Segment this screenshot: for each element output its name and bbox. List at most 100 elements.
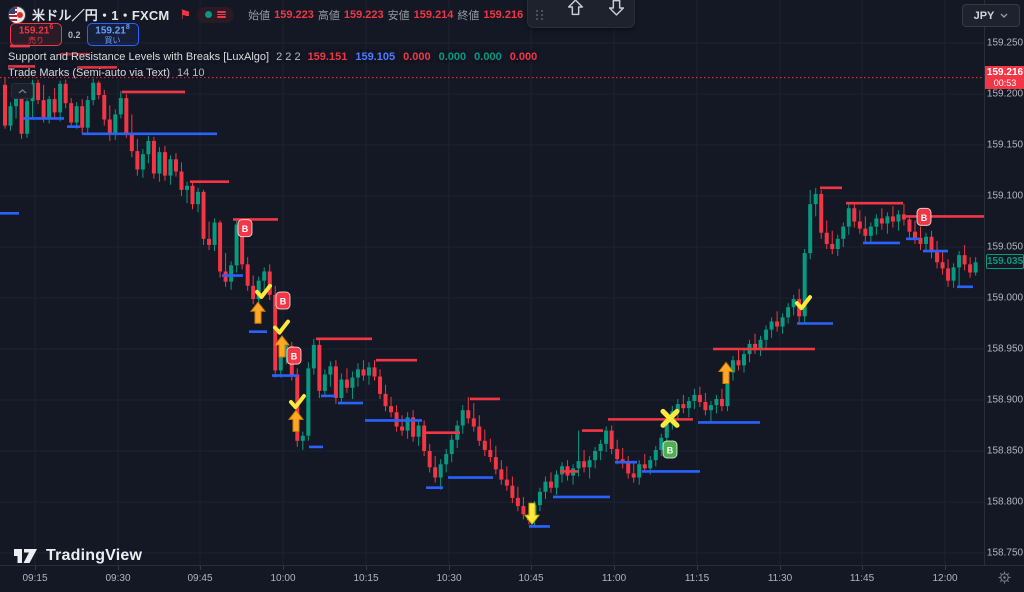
candle-body <box>344 379 349 388</box>
break-badge-label: B <box>242 224 249 234</box>
candle-body <box>433 467 438 478</box>
market-status-pill[interactable] <box>197 6 235 23</box>
candle-body <box>151 140 156 174</box>
candle-body <box>692 394 697 402</box>
candle-body <box>218 222 223 272</box>
candle-body <box>256 280 261 300</box>
sr-indicator-title: Support and Resistance Levels with Break… <box>8 51 270 63</box>
candle-body <box>846 208 851 227</box>
buy-button[interactable]: 159.218 買い <box>86 23 139 46</box>
break-badge-label: B <box>667 445 674 455</box>
candle-body <box>411 417 416 437</box>
watermark-text: TradingView <box>46 547 143 564</box>
time-tick-mark <box>283 566 284 570</box>
candle-body <box>372 367 377 377</box>
flag-marker-icon[interactable]: ⚑ <box>179 6 192 22</box>
price-axis[interactable]: 159.216 00:53 159.035 159.250 159.200 159.… <box>984 0 1024 565</box>
candle-body <box>830 243 835 250</box>
candle-body <box>868 226 873 236</box>
candle-body <box>113 114 118 135</box>
candle-body <box>157 152 162 174</box>
last-price-value: 159.216 <box>986 66 1024 78</box>
candle-body <box>471 418 476 427</box>
buy-arrow-button[interactable] <box>566 0 585 22</box>
candle-body <box>278 356 283 371</box>
candle-body <box>962 255 967 265</box>
legend-trademarks-indicator[interactable]: Trade Marks (Semi-auto via Text) 14 10 <box>8 67 205 79</box>
time-tick-mark <box>614 566 615 570</box>
candle-body <box>957 255 962 268</box>
candle-body <box>852 208 857 222</box>
candle-body <box>604 430 609 444</box>
candle-body <box>135 151 140 170</box>
candle-body <box>212 222 217 245</box>
drag-handle-icon[interactable] <box>536 10 544 20</box>
candle-body <box>466 410 471 419</box>
legend-collapse-button[interactable] <box>11 83 33 99</box>
candle-body <box>835 238 840 250</box>
candle-body <box>306 368 311 436</box>
candle-body <box>300 435 305 441</box>
candle-body <box>664 423 669 438</box>
candle-body <box>879 218 884 224</box>
buy-label: 買い <box>104 36 121 46</box>
time-tick-mark <box>531 566 532 570</box>
candle-body <box>736 360 741 366</box>
candle-body <box>537 491 542 506</box>
candle-body <box>642 464 647 469</box>
symbol-title[interactable]: 米ドル／円・1・FXCM <box>32 8 170 23</box>
time-tick-mark <box>366 566 367 570</box>
candle-body <box>802 253 807 317</box>
break-badge <box>662 440 678 459</box>
candle-body <box>366 367 371 376</box>
candle-body <box>36 82 41 101</box>
candle-body <box>901 214 906 220</box>
chart-canvas[interactable]: B B B B B <box>0 0 984 565</box>
candle-body <box>179 171 184 190</box>
candle-body <box>311 344 316 369</box>
check-marker <box>255 283 272 299</box>
trademarks-params: 14 10 <box>177 67 205 79</box>
symbol-header: 米ドル／円・1・FXCM ⚑ 始値 159.223 高値 159.223 安値 … <box>8 5 611 24</box>
sell-button[interactable]: 159.216 売り <box>10 23 62 46</box>
candle-body <box>946 268 951 281</box>
time-tick-label: 12:00 <box>932 573 958 584</box>
candle-body <box>361 369 366 376</box>
candle-body <box>708 405 713 411</box>
trade-marks-toolbar[interactable] <box>527 0 635 28</box>
candle-body <box>929 236 934 253</box>
sell-arrow-button[interactable] <box>607 0 626 22</box>
candle-body <box>322 374 327 391</box>
high-label: 高値 <box>317 9 340 22</box>
time-axis[interactable]: 09:15 09:30 09:45 10:00 10:15 10:30 10:45 11:00… <box>0 565 1024 592</box>
candle-body <box>245 264 250 286</box>
candle-body <box>515 497 520 507</box>
sr-indicator-value: 159.151 <box>307 51 348 63</box>
currency-label: JPY <box>973 9 995 22</box>
price-tick-label: 158.800 <box>986 496 1024 508</box>
candle-body <box>427 451 432 468</box>
buy-arrow-marker <box>273 335 291 358</box>
legend-sr-indicator[interactable]: Support and Resistance Levels with Break… <box>8 51 537 63</box>
candle-body <box>400 426 405 431</box>
candle-body <box>841 226 846 239</box>
price-tick-label: 159.250 <box>986 37 1024 49</box>
axis-settings-gear-icon[interactable] <box>998 571 1011 589</box>
low-label: 安値 <box>387 9 410 22</box>
candle-body <box>460 410 465 426</box>
currency-selector[interactable]: JPY <box>962 4 1020 27</box>
candle-body <box>273 294 278 371</box>
candle-body <box>510 485 515 498</box>
candle-body <box>730 360 735 373</box>
break-badge <box>286 346 302 365</box>
candle-body <box>863 228 868 236</box>
candle-body <box>808 204 813 254</box>
sr-indicator-values: 159.151 159.105 0.000 0.000 0.000 0.000 <box>308 51 538 63</box>
candle-body <box>764 329 769 340</box>
time-tick-mark <box>945 566 946 570</box>
candle-body <box>339 379 344 398</box>
trademarks-title: Trade Marks (Semi-auto via Text) <box>8 67 170 79</box>
time-tick-label: 09:45 <box>187 573 213 584</box>
time-tick-mark <box>780 566 781 570</box>
candle-body <box>173 159 178 172</box>
